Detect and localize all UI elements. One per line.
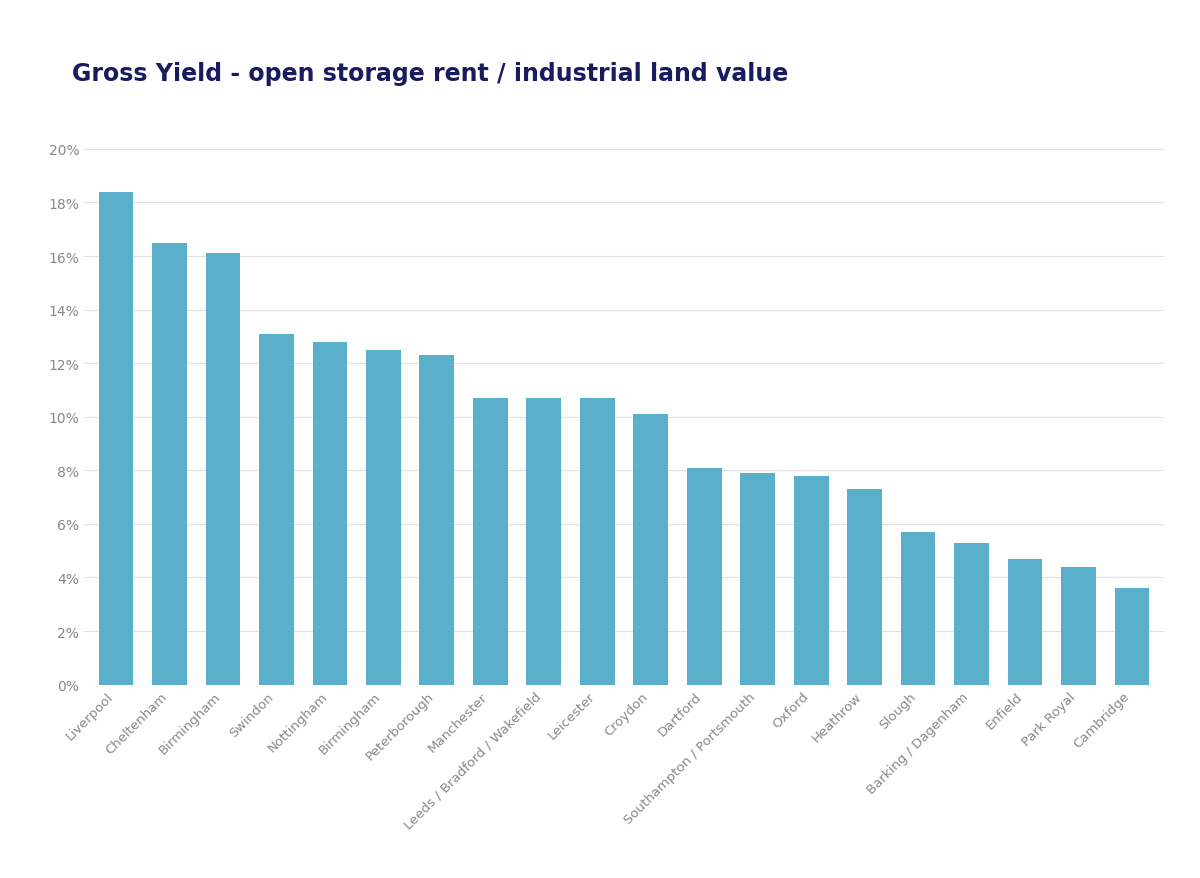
- Bar: [259, 335, 294, 685]
- Text: Gross Yield - open storage rent / industrial land value: Gross Yield - open storage rent / indust…: [72, 61, 788, 85]
- Bar: [1115, 588, 1150, 685]
- Bar: [954, 543, 989, 685]
- Bar: [473, 399, 508, 685]
- Bar: [205, 254, 240, 685]
- Bar: [580, 399, 614, 685]
- Bar: [1008, 559, 1043, 685]
- Bar: [634, 414, 668, 685]
- Bar: [420, 356, 455, 685]
- Bar: [740, 473, 775, 685]
- Bar: [312, 342, 347, 685]
- Bar: [793, 476, 828, 685]
- Bar: [1061, 567, 1096, 685]
- Bar: [527, 399, 562, 685]
- Bar: [366, 350, 401, 685]
- Bar: [901, 532, 936, 685]
- Bar: [98, 192, 133, 685]
- Bar: [152, 243, 187, 685]
- Bar: [847, 490, 882, 685]
- Bar: [686, 468, 721, 685]
